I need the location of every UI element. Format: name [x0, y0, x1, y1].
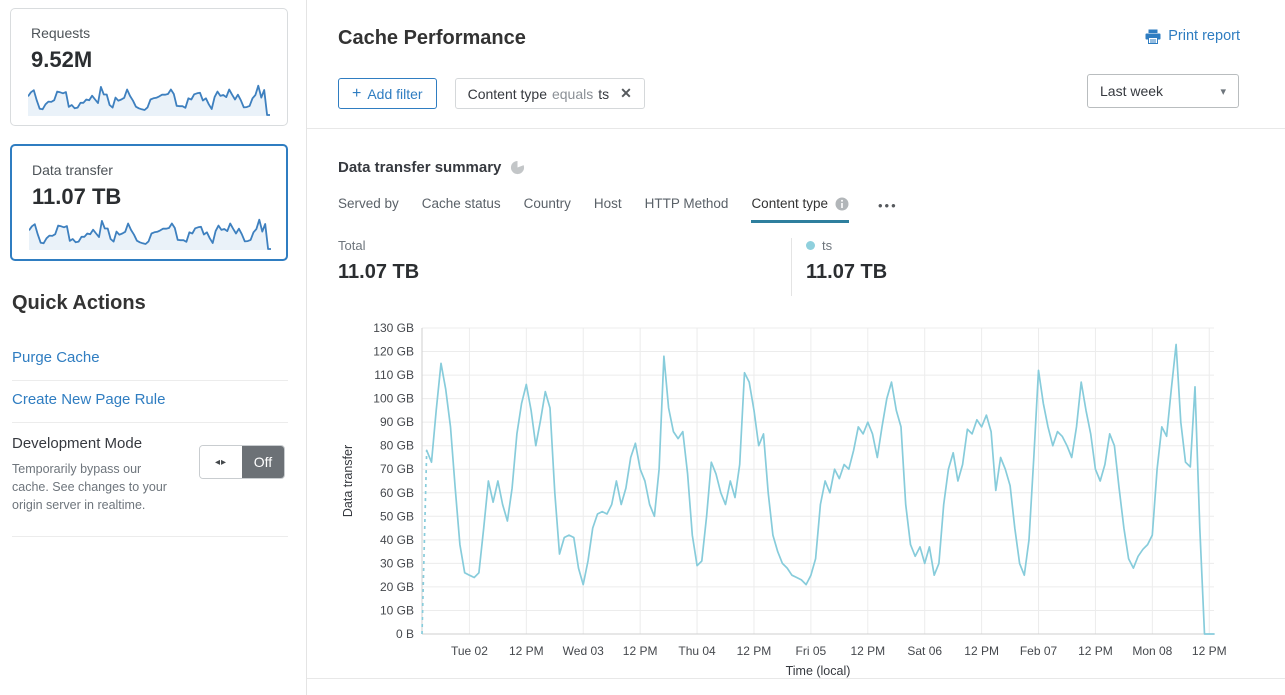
total-value: 11.07 TB	[338, 261, 420, 283]
quick-actions-section: Quick Actions Purge Cache Create New Pag…	[12, 292, 288, 537]
summary-header: Data transfer summary	[338, 159, 525, 176]
svg-text:Wed 03: Wed 03	[563, 644, 604, 658]
filter-chip-content-type[interactable]: Content type equals ts ✕	[454, 78, 645, 109]
svg-text:Thu 04: Thu 04	[678, 644, 716, 658]
svg-text:80 GB: 80 GB	[380, 439, 414, 453]
filter-chip-operator: equals	[551, 85, 594, 102]
requests-card-value: 9.52M	[31, 47, 93, 72]
svg-text:40 GB: 40 GB	[380, 533, 414, 547]
svg-text:90 GB: 90 GB	[380, 415, 414, 429]
svg-text:50 GB: 50 GB	[380, 509, 414, 523]
divider	[12, 380, 288, 381]
divider	[307, 128, 1285, 129]
divider	[307, 678, 1285, 679]
svg-text:Sat 06: Sat 06	[907, 644, 942, 658]
more-options-icon[interactable]: •••	[878, 198, 898, 213]
svg-text:Fri 05: Fri 05	[796, 644, 827, 658]
tab-content-type[interactable]: Content type	[751, 196, 849, 223]
requests-card[interactable]: Requests 9.52M	[10, 8, 288, 126]
svg-text:12 PM: 12 PM	[1078, 644, 1113, 658]
svg-text:Time (local): Time (local)	[786, 664, 851, 678]
svg-text:Tue 02: Tue 02	[451, 644, 488, 658]
filter-chip-value: ts	[598, 85, 610, 102]
requests-card-label: Requests	[31, 25, 91, 41]
quick-actions-title: Quick Actions	[12, 292, 146, 314]
toggle-arrows-icon: ◂▸	[200, 446, 242, 478]
svg-text:12 PM: 12 PM	[1192, 644, 1226, 658]
svg-text:12 PM: 12 PM	[509, 644, 544, 658]
print-report-link[interactable]: Print report	[1145, 28, 1240, 44]
svg-text:70 GB: 70 GB	[380, 462, 414, 476]
main-content: Cache Performance Print report + Add fil…	[306, 0, 1285, 695]
toggle-off-label: Off	[242, 446, 284, 478]
tab-http-method[interactable]: HTTP Method	[644, 196, 729, 211]
data-transfer-card-label: Data transfer	[32, 162, 113, 178]
legend-dot-icon	[806, 241, 815, 250]
data-transfer-sparkline-chart	[29, 213, 271, 251]
totals-row: Total 11.07 TB ts 11.07 TB	[338, 238, 1254, 298]
close-icon[interactable]: ✕	[620, 85, 632, 101]
svg-text:10 GB: 10 GB	[380, 603, 414, 617]
svg-text:20 GB: 20 GB	[380, 580, 414, 594]
development-mode-toggle[interactable]: ◂▸ Off	[199, 445, 285, 479]
time-range-select[interactable]: Last week ▾	[1087, 74, 1239, 108]
svg-text:Mon 08: Mon 08	[1132, 644, 1172, 658]
add-filter-button[interactable]: + Add filter	[338, 78, 437, 109]
svg-text:0 B: 0 B	[396, 627, 414, 641]
divider	[12, 536, 288, 537]
purge-cache-link[interactable]: Purge Cache	[12, 349, 100, 366]
info-icon[interactable]	[835, 197, 849, 211]
filter-row: + Add filter Content type equals ts ✕	[338, 78, 645, 109]
sidebar: Requests 9.52M Data transfer 11.07 TB Qu…	[0, 0, 306, 695]
svg-text:12 PM: 12 PM	[850, 644, 885, 658]
divider	[791, 238, 792, 296]
legend-series-name: ts	[822, 238, 833, 253]
summary-title: Data transfer summary	[338, 159, 502, 176]
time-range-selected-value: Last week	[1100, 83, 1164, 99]
add-filter-label: Add filter	[367, 85, 423, 102]
create-page-rule-link[interactable]: Create New Page Rule	[12, 391, 166, 408]
tab-country[interactable]: Country	[523, 196, 571, 211]
svg-text:Feb 07: Feb 07	[1020, 644, 1058, 658]
tab-cache-status[interactable]: Cache status	[421, 196, 501, 211]
development-mode-title: Development Mode	[12, 435, 143, 452]
total-label: Total	[338, 238, 366, 253]
print-report-label: Print report	[1168, 28, 1240, 44]
legend-ts[interactable]: ts 11.07 TB	[806, 238, 887, 284]
plus-icon: +	[352, 84, 362, 102]
summary-tabs: Served by Cache status Country Host HTTP…	[338, 196, 898, 223]
tab-served-by[interactable]: Served by	[338, 196, 399, 211]
pie-chart-icon	[511, 160, 525, 175]
filter-chip-field: Content type	[467, 85, 547, 102]
data-transfer-time-series-chart[interactable]: 130 GB 120 GB 110 GB 100 GB 90 GB 80 GB 70 GB 6…	[338, 314, 1254, 680]
svg-text:30 GB: 30 GB	[380, 556, 414, 570]
svg-text:12 PM: 12 PM	[737, 644, 772, 658]
svg-text:12 PM: 12 PM	[964, 644, 999, 658]
svg-text:60 GB: 60 GB	[380, 486, 414, 500]
svg-text:130 GB: 130 GB	[373, 321, 414, 335]
development-mode-row: Development Mode Temporarily bypass our …	[12, 423, 288, 514]
development-mode-description: Temporarily bypass our cache. See change…	[12, 462, 167, 512]
chevron-down-icon: ▾	[1220, 85, 1226, 98]
printer-icon	[1145, 29, 1161, 44]
page-title: Cache Performance	[338, 27, 526, 49]
tab-host[interactable]: Host	[593, 196, 622, 211]
svg-text:120 GB: 120 GB	[373, 345, 414, 359]
svg-text:12 PM: 12 PM	[623, 644, 658, 658]
svg-text:110 GB: 110 GB	[374, 368, 414, 382]
legend-series-value: 11.07 TB	[806, 261, 888, 283]
divider	[12, 422, 288, 423]
data-transfer-card-value: 11.07 TB	[32, 184, 122, 209]
svg-text:Data transfer: Data transfer	[341, 445, 355, 517]
svg-text:100 GB: 100 GB	[373, 392, 414, 406]
data-transfer-card[interactable]: Data transfer 11.07 TB	[10, 144, 288, 261]
requests-sparkline-chart	[28, 79, 270, 117]
